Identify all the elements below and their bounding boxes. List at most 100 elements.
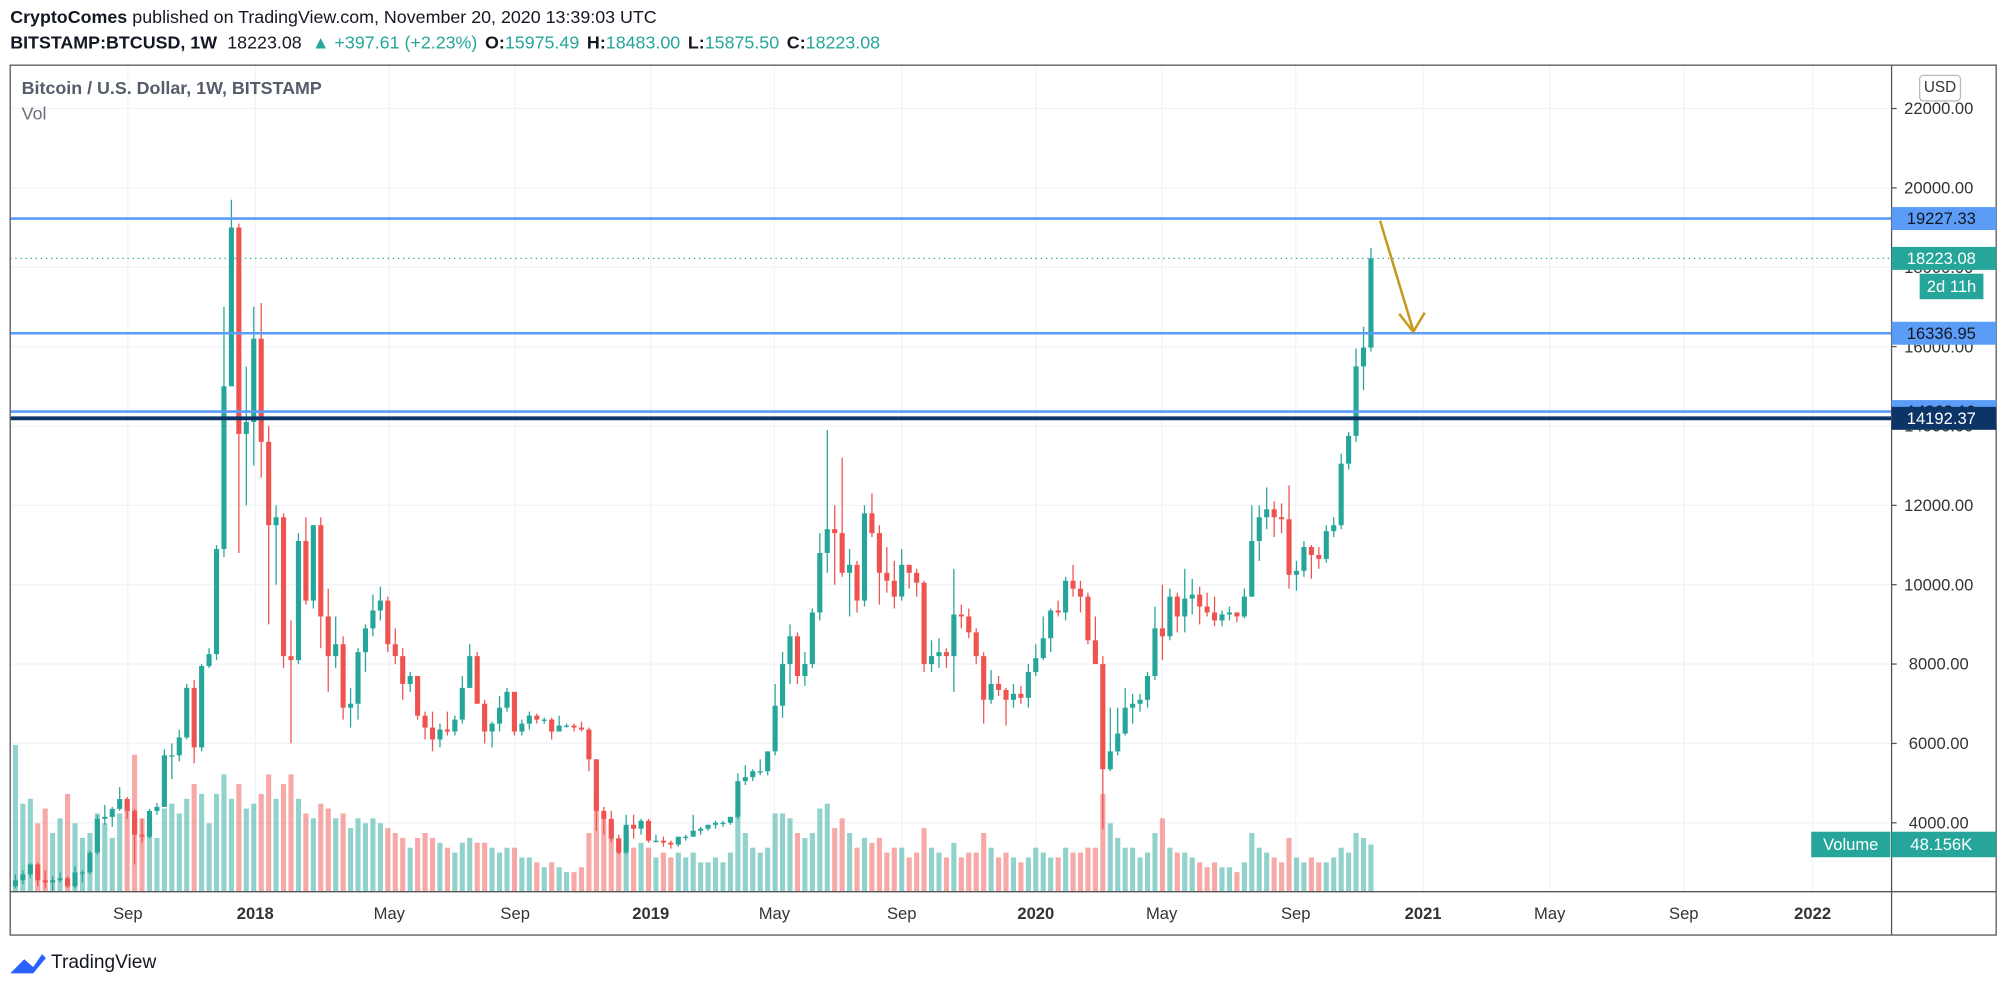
volume-bar [340, 813, 346, 892]
candle-body [79, 872, 86, 874]
volume-bar [1360, 837, 1367, 892]
volume-bar [221, 774, 227, 892]
candle-body [474, 656, 480, 704]
volume-bar [1137, 857, 1143, 892]
volume-legend: Volume [1823, 835, 1878, 854]
candle-body [847, 564, 853, 573]
volume-bar [876, 837, 882, 892]
candle-body [1085, 596, 1091, 641]
volume-bar [564, 872, 570, 892]
last-price-label-box [1891, 246, 1997, 270]
volume-bar [1130, 847, 1136, 892]
author: CryptoComes [10, 7, 127, 27]
volume-bar [1048, 857, 1054, 892]
volume-bar [906, 857, 912, 892]
volume-bar [988, 847, 994, 892]
candle-body [698, 828, 704, 831]
candle-body [87, 852, 93, 873]
candle-body [1115, 733, 1121, 752]
candle-body [943, 652, 949, 657]
volume-bar [1159, 818, 1165, 892]
candle-body [1033, 658, 1039, 673]
volume-bar [1323, 862, 1329, 892]
volume-bar [370, 818, 376, 892]
volume-bar [1107, 823, 1113, 892]
currency[interactable]: USD [1924, 79, 1956, 96]
candle-body [802, 664, 808, 676]
volume-bar [1286, 837, 1292, 892]
volume-bar [1293, 857, 1300, 892]
x-tick-label: Sep [113, 904, 143, 923]
candle-body [258, 338, 264, 442]
candle-body [712, 822, 719, 825]
candle-body [601, 810, 607, 819]
candle-body [243, 422, 249, 434]
candle-body [1003, 689, 1009, 700]
volume-bar [802, 837, 808, 892]
volume-bar [109, 837, 115, 892]
candle-body [1107, 751, 1113, 770]
candle-body [653, 840, 659, 842]
volume-bar [1115, 837, 1121, 892]
volume-bar [1010, 857, 1017, 892]
volume-bar [355, 818, 361, 892]
level-label-box [1891, 207, 1997, 231]
candle-body [519, 723, 525, 732]
volume-bar [809, 833, 815, 892]
volume-bar [27, 798, 33, 892]
candle-body [757, 771, 763, 773]
volume-bar [236, 784, 242, 892]
candle-body [1212, 612, 1218, 621]
candle-body [1174, 596, 1180, 617]
candle-body [1353, 366, 1359, 436]
volume-bar [571, 872, 577, 892]
footer-logo[interactable] [10, 954, 46, 974]
candle-body [772, 705, 778, 752]
volume-bar [20, 803, 26, 892]
candle-body [109, 808, 115, 817]
y-tick-label: 10000.00 [1904, 575, 1973, 594]
volume-bar [504, 847, 510, 892]
candle-body [35, 864, 41, 881]
volume-bar [742, 833, 748, 892]
candle-body [340, 644, 346, 708]
volume-bar [1085, 847, 1091, 892]
candle-body [869, 513, 875, 534]
candle-body [199, 666, 205, 748]
volume-bar [847, 833, 853, 892]
candle-body [780, 664, 786, 706]
volume-bar [429, 837, 436, 892]
volume-bar [102, 823, 108, 892]
volume-bar [146, 828, 153, 892]
volume-bar [1189, 857, 1195, 892]
volume-bar [1241, 862, 1247, 892]
volume-bar [422, 833, 428, 892]
candle-body [184, 687, 190, 738]
volume-bar [57, 818, 63, 892]
candle-body [690, 830, 696, 837]
candle-body [1040, 638, 1046, 659]
x-tick-label: May [1146, 904, 1178, 923]
volume-bar [1040, 852, 1046, 892]
footer-brand[interactable]: TradingView [51, 952, 156, 973]
candle-body [921, 582, 927, 665]
candle-body [593, 759, 599, 811]
volume-bar [981, 833, 987, 892]
candle-body [794, 636, 801, 676]
candle-body [504, 691, 510, 708]
candle-body [206, 654, 212, 667]
volume-bar [258, 793, 264, 892]
x-tick-label: May [1534, 904, 1566, 923]
currency-box[interactable] [1919, 74, 1962, 102]
volume-bar [824, 803, 830, 892]
volume-bar [213, 793, 220, 892]
volume-bar [683, 857, 689, 892]
volume-bar [333, 818, 339, 892]
volume-bar [891, 847, 897, 892]
candle-body [981, 656, 987, 700]
volume-bar [161, 808, 167, 892]
volume-bar [936, 852, 942, 892]
volume-bar [459, 842, 465, 892]
volume-bar [951, 842, 957, 892]
